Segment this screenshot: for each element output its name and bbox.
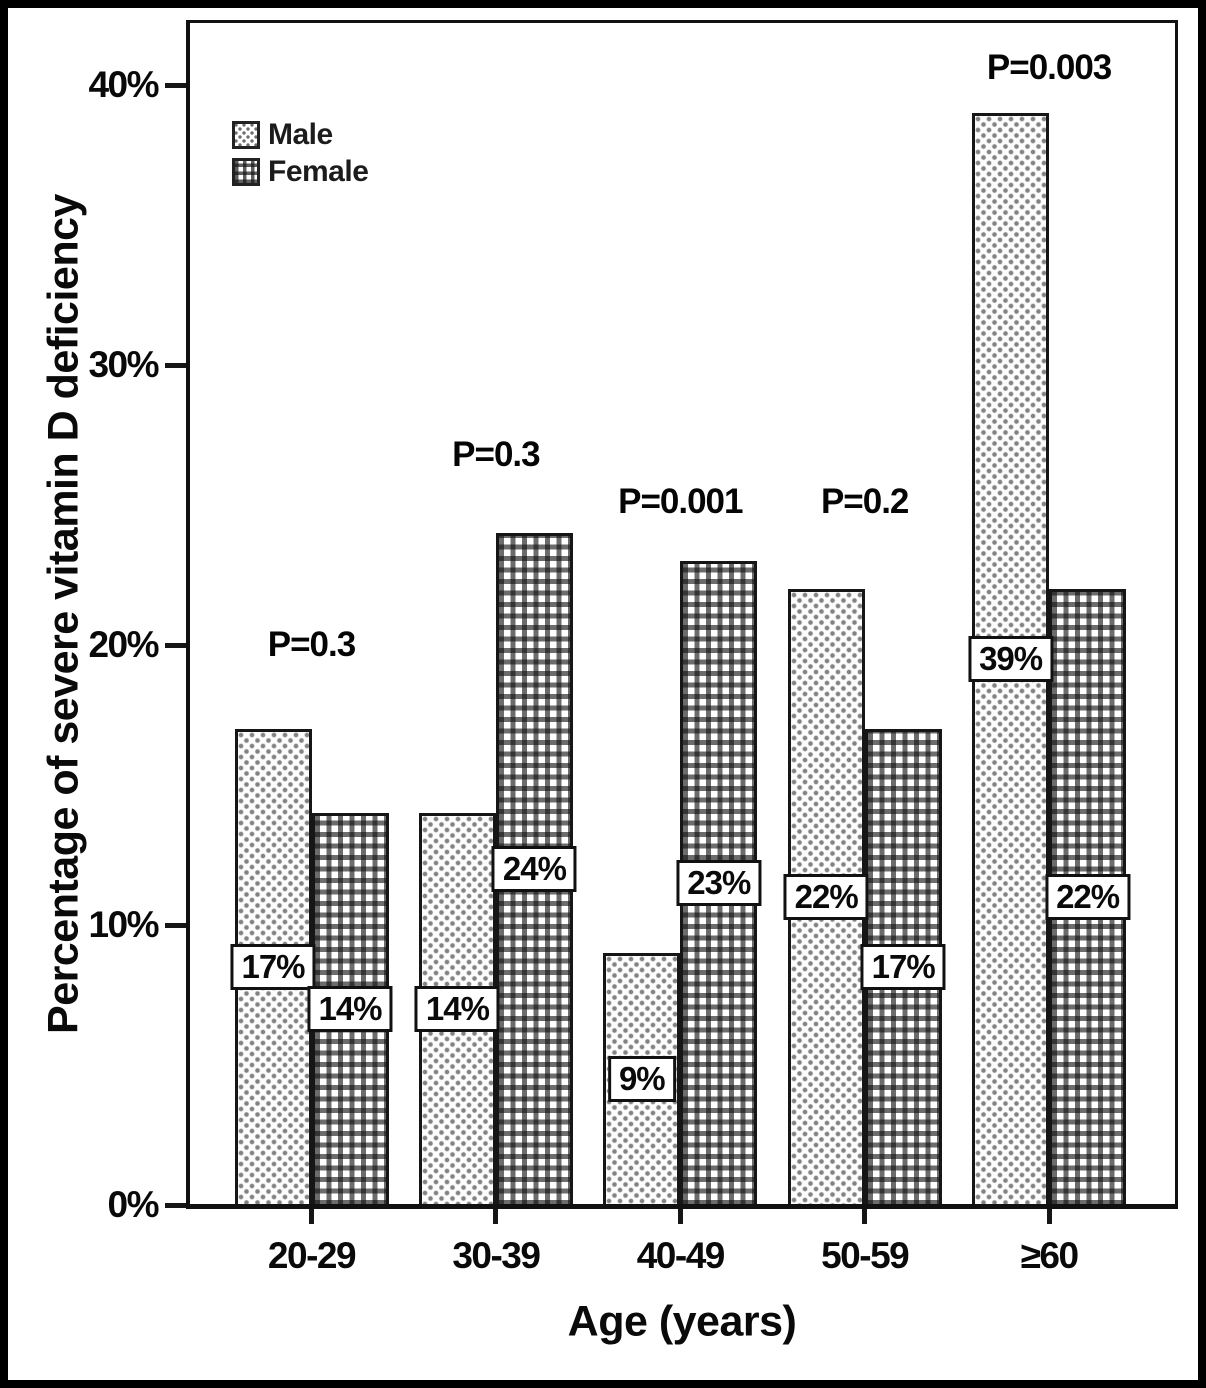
bar-value-label-female-40-49: 23% [676, 860, 762, 906]
x-tick-mark [493, 1206, 499, 1224]
p-value-label-40-49: P=0.001 [618, 482, 743, 522]
y-tick-mark [165, 923, 187, 928]
legend-item-female: Female [232, 154, 369, 188]
x-tick-mark [1046, 1206, 1052, 1224]
p-value-label-≥60: P=0.003 [986, 48, 1112, 88]
y-tick-label: 10% [88, 904, 159, 945]
legend-label-female: Female [268, 154, 369, 188]
x-tick-label: 20-29 [267, 1235, 357, 1276]
x-tick-label: 30-39 [452, 1235, 541, 1276]
x-tick-label: 40-49 [636, 1235, 726, 1276]
p-value-label-20-29: P=0.3 [267, 625, 356, 664]
y-tick-label: 20% [88, 624, 159, 665]
legend-item-male: Male [232, 119, 368, 150]
bar-value-label-female-30-39: 24% [491, 846, 577, 892]
y-tick-label: 40% [88, 64, 159, 105]
y-tick-mark [165, 643, 187, 648]
y-tick-mark [165, 363, 187, 368]
female-pattern-swatch-icon [232, 157, 260, 186]
x-tick-label: ≥60 [1020, 1235, 1079, 1276]
bar-value-label-female-≥60: 22% [1045, 874, 1131, 920]
male-pattern-swatch-icon [232, 120, 260, 149]
y-tick-mark [165, 1203, 187, 1208]
legend-label-male: Male [268, 117, 333, 151]
y-tick-label: 0% [107, 1184, 160, 1225]
bar-value-label-male-50-59: 22% [783, 874, 869, 920]
y-axis-title: Percentage of severe vitamin D deficienc… [39, 194, 88, 1034]
bar-value-label-female-20-29: 14% [307, 986, 393, 1032]
y-tick-mark [165, 83, 187, 88]
x-tick-label: 50-59 [821, 1235, 910, 1276]
p-value-label-30-39: P=0.3 [452, 434, 540, 474]
x-tick-mark [309, 1206, 314, 1224]
x-tick-mark [862, 1206, 868, 1224]
legend: Male Female [232, 119, 369, 193]
bar-value-label-male-20-29: 17% [230, 944, 316, 990]
x-axis-title: Age (years) [567, 1297, 797, 1346]
bar-value-label-male-≥60: 39% [968, 636, 1054, 682]
bar-value-label-male-30-39: 14% [414, 986, 500, 1032]
bar-value-label-male-40-49: 9% [607, 1056, 676, 1102]
x-tick-mark [677, 1206, 683, 1224]
p-value-label-50-59: P=0.2 [820, 482, 909, 522]
y-tick-label: 30% [88, 344, 159, 385]
bar-value-label-female-50-59: 17% [860, 944, 946, 990]
